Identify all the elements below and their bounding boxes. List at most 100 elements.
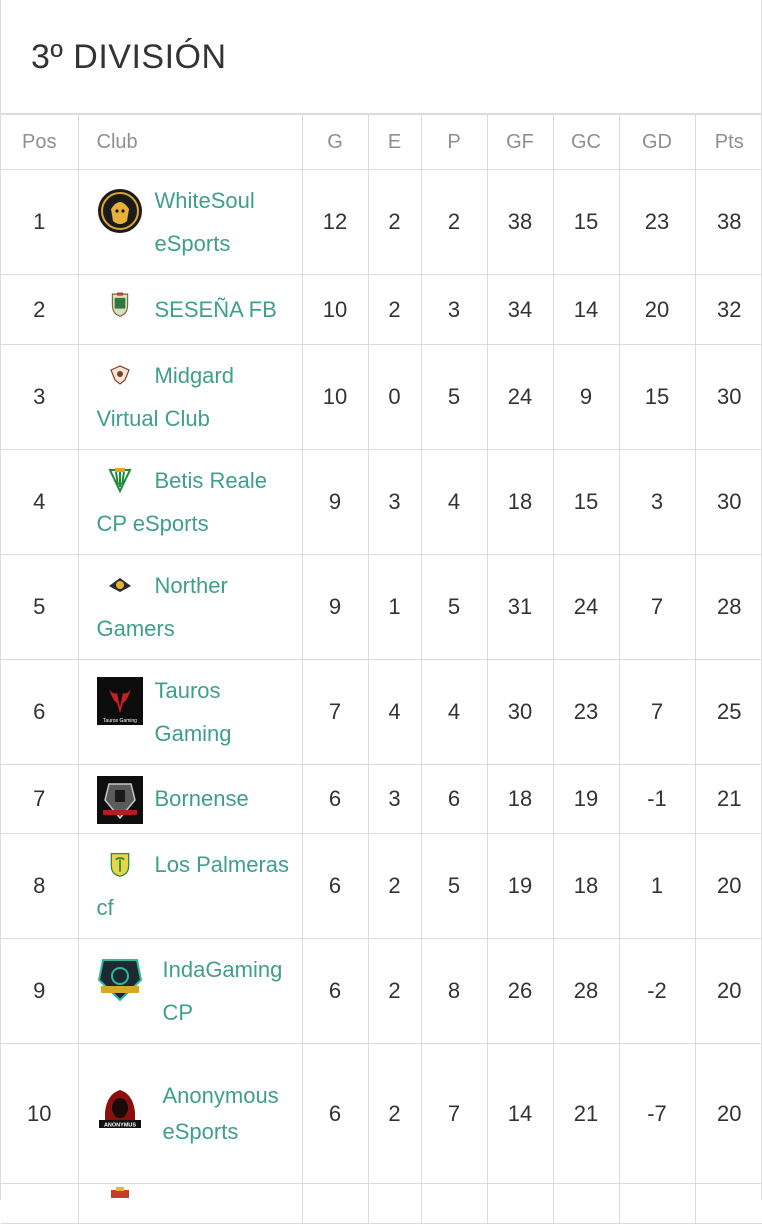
cell-gd: [618, 1183, 696, 1224]
cell-club: IndaGaming CP: [77, 938, 303, 1044]
cell-gf: 24: [486, 344, 554, 450]
header-gc[interactable]: GC: [552, 114, 620, 170]
cell-p: 4: [420, 659, 488, 765]
cell-gc: 15: [552, 449, 620, 555]
cell-g: 9: [301, 449, 369, 555]
club-link[interactable]: Los Palmeras cf: [96, 852, 290, 920]
table-row: 5 Norther Gamers 9 1 5 31 24 7 28: [1, 554, 762, 660]
cell-club: ANONYMUS Anonymous eSports: [77, 1043, 303, 1184]
header-p[interactable]: P: [420, 114, 488, 170]
table-row: 8 Los Palmeras cf 6 2 5 19 18 1 20: [1, 833, 762, 939]
cell-gc: 14: [552, 274, 620, 345]
cell-gf: 26: [486, 938, 554, 1044]
cell-gd: -1: [618, 764, 696, 834]
cell-gc: 15: [552, 169, 620, 275]
cell-e: 3: [367, 764, 422, 834]
cell-e: [367, 1183, 422, 1224]
cell-gf: [486, 1183, 554, 1224]
cell-gd: -7: [618, 1043, 696, 1184]
table-row: 10 ANONYMUS Anonymous eSports 6 2 7 14 2…: [1, 1043, 762, 1184]
cell-e: 2: [367, 833, 422, 939]
cell-p: [420, 1183, 488, 1224]
club-link[interactable]: Anonymous eSports: [162, 1082, 279, 1144]
header-gf[interactable]: GF: [486, 114, 554, 170]
cell-gc: 23: [552, 659, 620, 765]
club-link[interactable]: Betis Reale CP eSports: [96, 468, 268, 536]
cell-e: 1: [367, 554, 422, 660]
cell-club: Bornense: [77, 764, 303, 834]
club-link[interactable]: Tauros Gaming: [154, 678, 232, 746]
header-club[interactable]: Club: [77, 114, 303, 170]
cell-gc: 18: [552, 833, 620, 939]
cell-club: SESEÑA FB: [77, 274, 303, 345]
header-pts[interactable]: Pts: [694, 114, 762, 170]
header-e[interactable]: E: [367, 114, 422, 170]
club-link[interactable]: Bornense: [154, 786, 249, 811]
cell-g: 9: [301, 554, 369, 660]
cell-gd: 7: [618, 659, 696, 765]
cell-gc: 19: [552, 764, 620, 834]
cell-g: 6: [301, 833, 369, 939]
cell-g: 6: [301, 764, 369, 834]
cell-pts: 30: [694, 449, 762, 555]
standings-table: Pos Club G E P GF GC GD Pts 1: [1, 114, 762, 1224]
cell-club: [77, 1183, 303, 1224]
club-link[interactable]: Midgard Virtual Club: [96, 363, 234, 431]
cell-pts: 25: [694, 659, 762, 765]
cell-gf: 30: [486, 659, 554, 765]
cell-pos: 1: [1, 169, 79, 275]
header-g[interactable]: G: [301, 114, 369, 170]
club-link[interactable]: SESEÑA FB: [154, 297, 277, 322]
cell-pts: 20: [694, 1043, 762, 1184]
cell-pos: [1, 1183, 79, 1224]
cell-pts: 20: [694, 938, 762, 1044]
cell-gc: 21: [552, 1043, 620, 1184]
anonymous-logo: ANONYMUS: [98, 1089, 141, 1128]
title-divider: [1, 113, 762, 114]
cell-gd: 23: [618, 169, 696, 275]
cell-gc: [552, 1183, 620, 1224]
sesena-logo: [111, 292, 128, 317]
club-link[interactable]: WhiteSoul eSports: [154, 188, 255, 256]
cell-club: WhiteSoul eSports: [77, 169, 303, 275]
cell-g: 10: [301, 274, 369, 345]
club-link[interactable]: IndaGaming CP: [162, 957, 283, 1025]
cell-gd: 15: [618, 344, 696, 450]
cell-pts: 30: [694, 344, 762, 450]
page-title: 3º DIVISIÓN: [31, 38, 227, 76]
cell-g: 10: [301, 344, 369, 450]
header-pos[interactable]: Pos: [1, 114, 79, 170]
cell-g: 6: [301, 1043, 369, 1184]
cell-e: 2: [367, 938, 422, 1044]
svg-text:Tauros Gaming: Tauros Gaming: [103, 718, 137, 724]
table-header-row: Pos Club G E P GF GC GD Pts: [1, 114, 762, 170]
cell-e: 4: [367, 659, 422, 765]
cell-p: 5: [420, 344, 488, 450]
cell-pos: 8: [1, 833, 79, 939]
club-logo: [110, 1186, 129, 1198]
cell-gd: 3: [618, 449, 696, 555]
table-row: 6 Tauros Gaming Tauros Gaming 7 4 4 30 2…: [1, 659, 762, 765]
cell-pts: 20: [694, 833, 762, 939]
cell-gd: -2: [618, 938, 696, 1044]
cell-club: Tauros Gaming Tauros Gaming: [77, 659, 303, 765]
table-row: [1, 1183, 762, 1224]
cell-pts: 32: [694, 274, 762, 345]
cell-club: Norther Gamers: [77, 554, 303, 660]
cell-p: 3: [420, 274, 488, 345]
palmeras-logo: [110, 852, 129, 877]
club-link[interactable]: Norther Gamers: [96, 573, 228, 641]
bornense-logo: [96, 776, 143, 824]
cell-club: Midgard Virtual Club: [77, 344, 303, 450]
betis-logo: [107, 468, 132, 493]
cell-g: 12: [301, 169, 369, 275]
cell-gc: 28: [552, 938, 620, 1044]
cell-gf: 18: [486, 449, 554, 555]
cell-gd: 7: [618, 554, 696, 660]
cell-p: 4: [420, 449, 488, 555]
table-row: 4 Betis Reale CP eSports 9 3 4 18 15 3 3…: [1, 449, 762, 555]
norther-logo: [108, 578, 131, 592]
header-gd[interactable]: GD: [618, 114, 696, 170]
cell-pos: 7: [1, 764, 79, 834]
